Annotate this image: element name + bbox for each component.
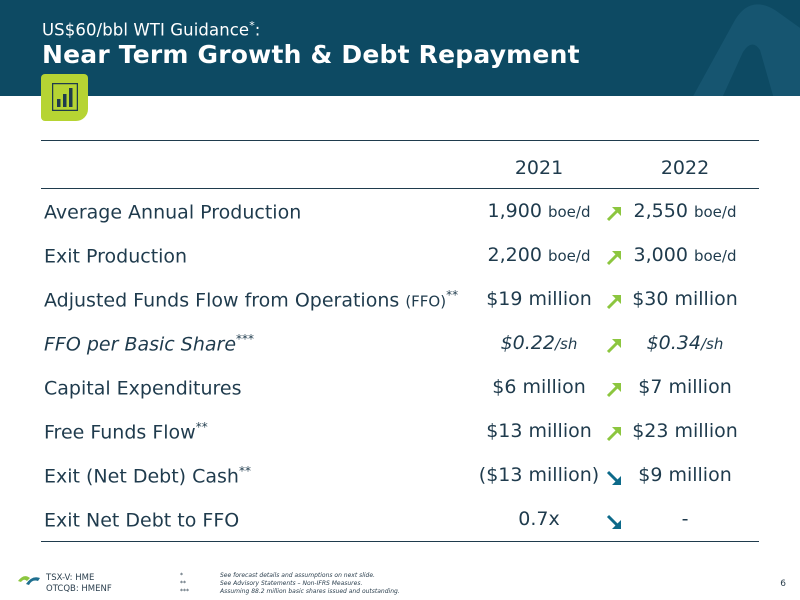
arrow-up-right-icon (606, 295, 621, 310)
bar-chart-icon (52, 83, 78, 111)
row-label: Capital Expenditures (44, 377, 242, 400)
column-header-2022: 2022 (660, 157, 710, 179)
row-label: Exit Production (44, 245, 188, 268)
table-bottom-rule (41, 541, 759, 542)
value-2022: $23 million (632, 420, 738, 442)
table-row-exit-net-debt-cash: Exit (Net Debt) Cash** ($13 million) $9 … (0, 464, 800, 494)
value-2022: 2,550 boe/d (633, 200, 737, 222)
value-2022: $7 million (638, 376, 732, 398)
value-2021: $13 million (486, 420, 592, 442)
table-row-ffo-per-share: FFO per Basic Share*** $0.22/sh $0.34/sh (0, 332, 800, 362)
arrow-down-right-icon (606, 514, 621, 529)
value-2021: 1,900 boe/d (487, 200, 591, 222)
brand-swoosh-graphic (693, 4, 800, 96)
table-row-exit-net-debt-to-ffo: Exit Net Debt to FFO 0.7x - (0, 508, 800, 538)
table-row-exit-production: Exit Production 2,200 boe/d 3,000 boe/d (0, 244, 800, 274)
table-row-capital-expenditures: Capital Expenditures $6 million $7 milli… (0, 376, 800, 406)
value-2022: $9 million (638, 464, 732, 486)
row-label: Adjusted Funds Flow from Operations (FFO… (44, 288, 459, 312)
row-label: Free Funds Flow** (44, 420, 208, 444)
value-2021: 0.7x (518, 508, 560, 530)
table-row-free-funds-flow: Free Funds Flow** $13 million $23 millio… (0, 420, 800, 450)
footnote-mark: *** (180, 588, 189, 595)
arrow-up-right-icon (606, 339, 621, 354)
arrow-up-right-icon (606, 207, 621, 222)
value-2021: $6 million (492, 376, 586, 398)
arrow-up-right-icon (606, 251, 621, 266)
row-label: Exit (Net Debt) Cash** (44, 464, 251, 488)
value-2021: ($13 million) (478, 464, 600, 486)
value-2021: $0.22/sh (500, 332, 578, 354)
value-2021: $19 million (486, 288, 592, 310)
header-banner: US$60/bbl WTI Guidance*: Near Term Growt… (0, 0, 800, 96)
value-2022: 3,000 boe/d (633, 244, 737, 266)
column-header-2021: 2021 (514, 157, 564, 179)
page-number: 6 (780, 579, 786, 589)
company-logo-icon (18, 576, 40, 585)
ticker-otcqb: OTCQB: HMENF (46, 584, 112, 594)
value-2022: $0.34/sh (646, 332, 724, 354)
table-row-adjusted-funds-flow: Adjusted Funds Flow from Operations (FFO… (0, 288, 800, 318)
value-2022: $30 million (632, 288, 738, 310)
page-title: Near Term Growth & Debt Repayment (42, 40, 580, 69)
footnote-text: See forecast details and assumptions on … (220, 572, 375, 579)
footnote-mark: ** (180, 580, 186, 587)
value-2021: 2,200 boe/d (487, 244, 591, 266)
arrow-down-right-icon (606, 470, 621, 485)
header-subtitle: US$60/bbl WTI Guidance*: (42, 19, 261, 40)
arrow-up-right-icon (606, 427, 621, 442)
ticker-tsxv: TSX-V: HME (46, 573, 95, 583)
footnote-text: See Advisory Statements – Non-IFRS Measu… (220, 580, 363, 587)
value-2022: - (681, 508, 689, 530)
footnote-text: Assuming 88.2 million basic shares issue… (220, 588, 400, 595)
table-top-rule (41, 140, 759, 141)
arrow-up-right-icon (606, 383, 621, 398)
chart-badge (41, 74, 88, 121)
row-label: Average Annual Production (44, 201, 302, 224)
row-label: FFO per Basic Share*** (44, 332, 255, 356)
row-label: Exit Net Debt to FFO (44, 509, 240, 532)
table-header-rule (41, 188, 759, 189)
table-row-average-annual-production: Average Annual Production 1,900 boe/d 2,… (0, 200, 800, 230)
footnote-mark: * (180, 572, 183, 579)
